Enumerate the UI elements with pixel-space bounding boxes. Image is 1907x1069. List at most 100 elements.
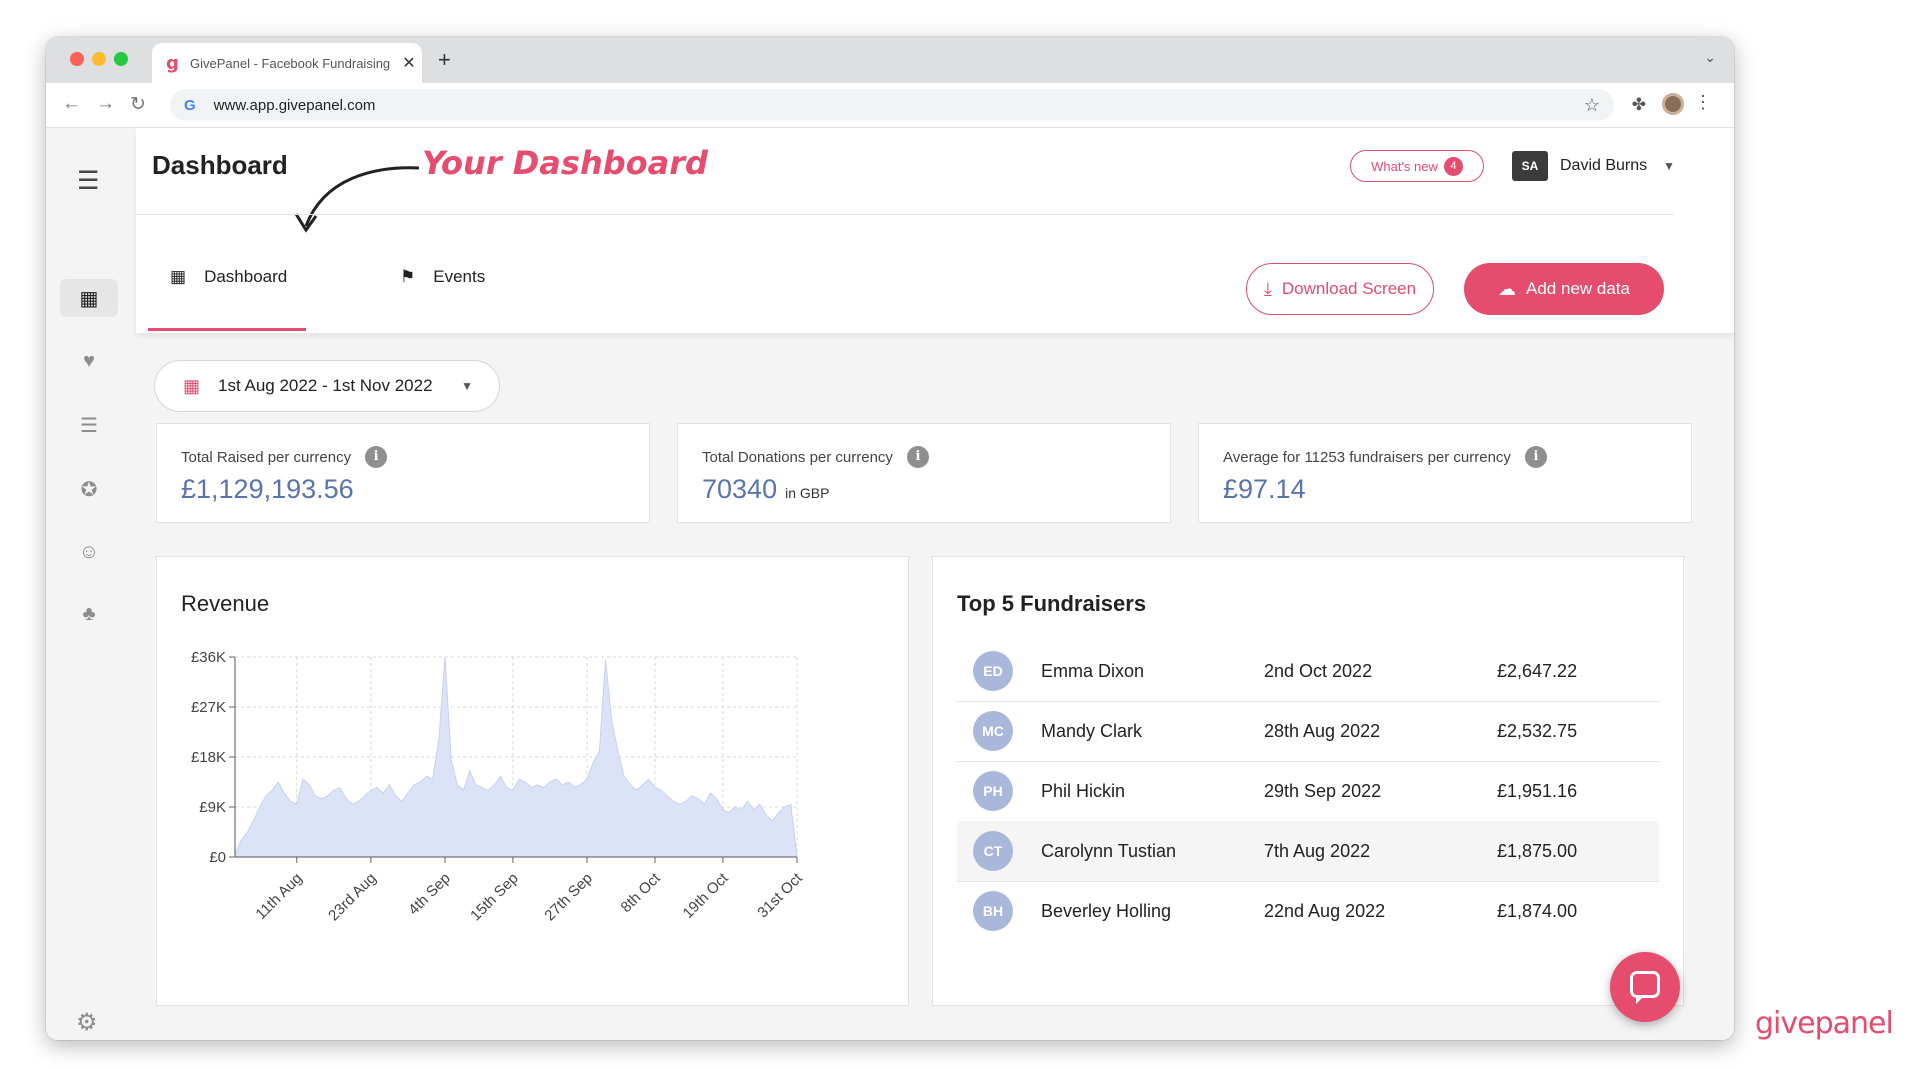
info-icon[interactable]: i	[1524, 446, 1547, 468]
top-fundraisers-panel: Top 5 Fundraisers ED Emma Dixon 2nd Oct …	[932, 556, 1684, 1006]
header-divider	[136, 214, 1674, 215]
page-title: Dashboard	[152, 150, 288, 180]
top-fundraisers-title: Top 5 Fundraisers	[957, 591, 1147, 616]
kebab-icon[interactable]: ⋮	[1694, 92, 1712, 112]
profile-icon[interactable]	[1662, 93, 1684, 115]
stat-value: £97.14	[1223, 474, 1306, 504]
givepanel-favicon-icon: g	[166, 52, 179, 74]
whats-new-button[interactable]: What's new 4	[1350, 150, 1484, 182]
page-header: Dashboard Your Dashboard What's new 4 SA…	[136, 128, 1734, 333]
browser-tab[interactable]: g GivePanel - Facebook Fundraising ✕	[152, 43, 422, 83]
fundraiser-amount: £2,532.75	[1497, 720, 1578, 741]
y-tick-label: £27K	[191, 699, 226, 716]
settings-gear-icon[interactable]: ⚙	[76, 1009, 98, 1036]
avatar: ED	[973, 651, 1013, 691]
star-icon[interactable]: ☆	[1583, 94, 1600, 115]
table-row[interactable]: ED Emma Dixon 2nd Oct 2022 £2,647.22	[957, 641, 1659, 702]
download-icon: ⤓	[1263, 278, 1272, 299]
date-range-value: 1st Aug 2022 - 1st Nov 2022	[218, 376, 433, 395]
chat-bubble-icon	[1630, 971, 1660, 998]
stat-value-wrap: 70340 in GBP	[702, 474, 829, 505]
tab-dashboard-label: Dashboard	[204, 267, 288, 286]
maximize-window-dot[interactable]	[114, 52, 128, 66]
table-row[interactable]: CT Carolynn Tustian 7th Aug 2022 £1,875.…	[957, 821, 1659, 882]
fundraiser-name: Carolynn Tustian	[1041, 840, 1177, 861]
grid-icon: ▦	[170, 267, 187, 286]
avatar: CT	[973, 831, 1013, 871]
back-icon[interactable]: ←	[62, 93, 81, 114]
table-row[interactable]: BH Beverley Holling 22nd Aug 2022 £1,874…	[957, 881, 1659, 941]
tab-events-label: Events	[433, 267, 486, 286]
fundraiser-date: 2nd Oct 2022	[1264, 660, 1373, 681]
notification-badge: 4	[1443, 156, 1463, 176]
address-bar[interactable]: G www.app.givepanel.com ☆	[170, 89, 1614, 121]
hamburger-icon[interactable]: ☰	[77, 167, 100, 195]
revenue-title: Revenue	[181, 591, 270, 616]
close-window-dot[interactable]	[70, 52, 84, 66]
user-name: David Burns	[1560, 157, 1648, 174]
x-tick-label: 4th Sep	[405, 870, 454, 919]
stat-card-total-raised: Total Raised per currency i £1,129,193.5…	[156, 423, 650, 523]
revenue-area	[234, 656, 798, 858]
y-tick-label: £0	[209, 849, 226, 866]
user-menu[interactable]: SA David Burns ▼	[1512, 151, 1675, 181]
x-tick-label: 27th Sep	[541, 870, 595, 924]
stat-value: 70340	[702, 474, 778, 504]
info-icon[interactable]: i	[906, 446, 929, 468]
cloud-upload-icon: ☁	[1498, 278, 1517, 299]
fundraiser-name: Mandy Clark	[1041, 720, 1143, 741]
y-tick-label: £36K	[191, 649, 226, 666]
tab-dashboard[interactable]: ▦ Dashboard	[170, 223, 287, 331]
annotation-arrow-icon	[294, 166, 420, 233]
tab-title: GivePanel - Facebook Fundraising	[190, 55, 391, 71]
extension-icon[interactable]: ✤	[1631, 95, 1646, 114]
list-icon[interactable]: ☰	[80, 414, 98, 437]
url-text[interactable]: www.app.givepanel.com	[213, 96, 376, 114]
download-screen-button[interactable]: ⤓ Download Screen	[1246, 263, 1434, 315]
add-new-data-label: Add new data	[1526, 279, 1630, 298]
donor-icon[interactable]: ♣	[82, 602, 96, 625]
fundraiser-date: 22nd Aug 2022	[1264, 900, 1386, 921]
heart-icon[interactable]: ♥	[83, 349, 95, 372]
close-tab-icon[interactable]: ✕	[402, 55, 416, 72]
whats-new-label: What's new	[1371, 158, 1438, 174]
reload-icon[interactable]: ↻	[130, 94, 146, 115]
add-new-data-button[interactable]: ☁ Add new data	[1464, 263, 1664, 315]
date-range-picker[interactable]: ▦ 1st Aug 2022 - 1st Nov 2022 ▼	[154, 360, 500, 412]
info-icon[interactable]: i	[365, 446, 388, 468]
award-icon[interactable]: ✪	[80, 478, 98, 501]
minimize-window-dot[interactable]	[92, 52, 106, 66]
table-row[interactable]: MC Mandy Clark 28th Aug 2022 £2,532.75	[957, 701, 1659, 762]
dashboard-content: ▦ 1st Aug 2022 - 1st Nov 2022 ▼ Total Ra…	[136, 333, 1734, 1040]
avatar: PH	[973, 771, 1013, 811]
revenue-chart[interactable]: £0 £9K £18K £27K £36K 11th Aug 23rd Aug 4th Sep…	[157, 637, 906, 997]
stat-value-wrap: £1,129,193.56	[181, 474, 354, 505]
x-tick-label: 23rd Aug	[325, 870, 379, 924]
fundraiser-amount: £1,875.00	[1497, 840, 1578, 861]
stat-label: Total Raised per currency	[181, 448, 352, 466]
stat-value: £1,129,193.56	[181, 474, 354, 504]
forward-icon[interactable]: →	[96, 93, 115, 114]
stat-label: Total Donations per currency	[702, 448, 893, 466]
fundraiser-name: Emma Dixon	[1041, 660, 1145, 681]
x-tick-label: 11th Aug	[252, 870, 305, 923]
chat-launcher-button[interactable]	[1610, 952, 1680, 1022]
new-tab-icon[interactable]: +	[438, 47, 451, 72]
stat-label-wrap: Total Raised per currency i	[181, 446, 388, 468]
chat-bubble-tail	[1636, 996, 1644, 1004]
stat-label-wrap: Average for 11253 fundraisers per curren…	[1223, 446, 1547, 468]
google-icon: G	[184, 96, 196, 114]
user-plus-icon[interactable]: ☺	[78, 540, 100, 563]
stat-label-wrap: Total Donations per currency i	[702, 446, 929, 468]
fundraiser-amount: £1,874.00	[1497, 900, 1578, 921]
givepanel-logo: givepanel	[1755, 1006, 1894, 1041]
table-row[interactable]: PH Phil Hickin 29th Sep 2022 £1,951.16	[957, 761, 1659, 822]
tab-events[interactable]: ⚑ Events	[400, 223, 485, 331]
tab-search-chevron-icon[interactable]: ⌄	[1704, 49, 1716, 65]
browser-window: g GivePanel - Facebook Fundraising ✕ + ⌄…	[46, 37, 1734, 1040]
fundraiser-date: 28th Aug 2022	[1264, 720, 1381, 741]
avatar: BH	[973, 891, 1013, 931]
fundraiser-date: 7th Aug 2022	[1264, 840, 1371, 861]
grid-icon[interactable]: ▦	[60, 279, 118, 317]
stat-unit: in GBP	[785, 485, 830, 501]
